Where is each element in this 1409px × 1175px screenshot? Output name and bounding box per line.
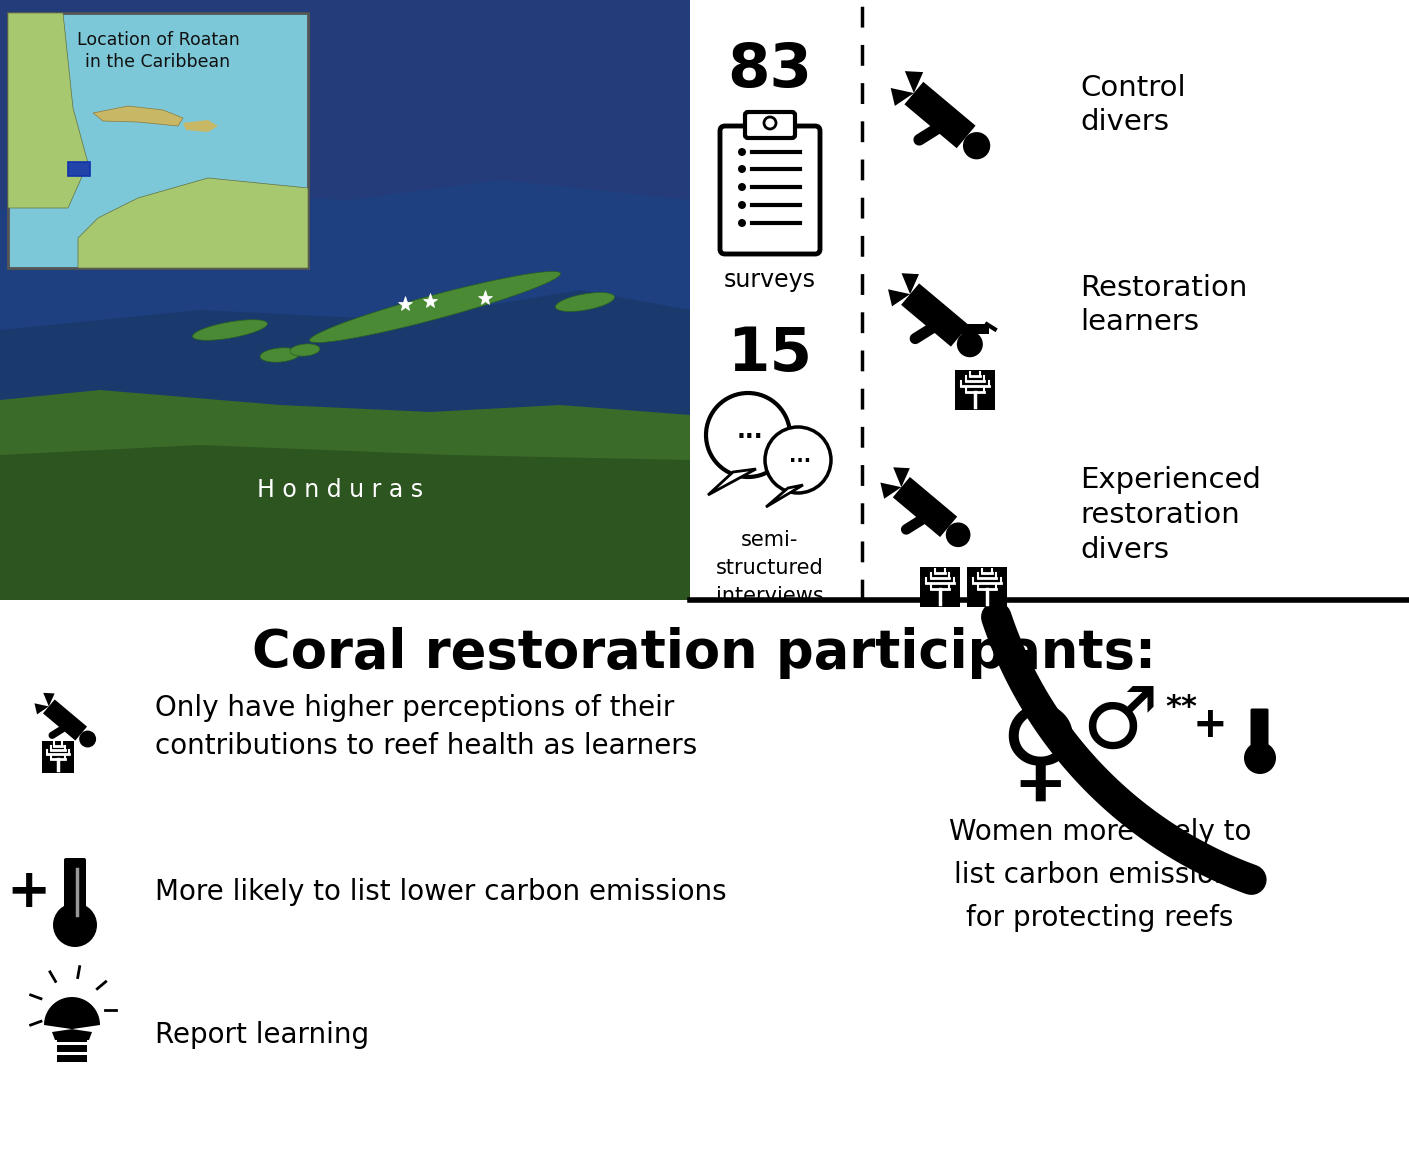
Polygon shape bbox=[0, 0, 690, 330]
Polygon shape bbox=[905, 82, 975, 148]
Polygon shape bbox=[44, 998, 100, 1040]
Text: +: + bbox=[1192, 704, 1227, 746]
Polygon shape bbox=[888, 289, 910, 307]
Polygon shape bbox=[707, 469, 757, 495]
Text: Location of Roatan
in the Caribbean: Location of Roatan in the Caribbean bbox=[76, 31, 240, 72]
Text: semi-
structured
interviews: semi- structured interviews bbox=[716, 530, 824, 606]
Circle shape bbox=[945, 523, 971, 548]
Circle shape bbox=[957, 331, 983, 357]
Polygon shape bbox=[902, 283, 969, 347]
FancyBboxPatch shape bbox=[961, 324, 989, 334]
Polygon shape bbox=[881, 483, 902, 498]
Circle shape bbox=[738, 201, 745, 209]
Polygon shape bbox=[766, 485, 803, 506]
Polygon shape bbox=[42, 699, 87, 740]
Text: +: + bbox=[6, 866, 51, 918]
Polygon shape bbox=[902, 274, 919, 294]
Polygon shape bbox=[890, 88, 914, 106]
Circle shape bbox=[54, 904, 97, 947]
FancyBboxPatch shape bbox=[955, 370, 995, 410]
Circle shape bbox=[738, 183, 745, 192]
FancyBboxPatch shape bbox=[8, 13, 309, 268]
Text: Coral restoration participants:: Coral restoration participants: bbox=[252, 627, 1155, 679]
Circle shape bbox=[738, 148, 745, 156]
Circle shape bbox=[962, 132, 991, 160]
Polygon shape bbox=[193, 320, 268, 341]
Polygon shape bbox=[8, 13, 87, 208]
Circle shape bbox=[765, 427, 831, 494]
Text: ♂: ♂ bbox=[1081, 684, 1158, 766]
Polygon shape bbox=[44, 693, 55, 706]
FancyBboxPatch shape bbox=[967, 568, 1007, 607]
Text: Control
divers: Control divers bbox=[1081, 74, 1185, 136]
FancyBboxPatch shape bbox=[56, 1035, 87, 1042]
Polygon shape bbox=[0, 0, 690, 210]
Text: Women more likely to
list carbon emissions
for protecting reefs: Women more likely to list carbon emissio… bbox=[948, 818, 1251, 933]
Text: ...: ... bbox=[737, 419, 764, 443]
Polygon shape bbox=[290, 344, 320, 356]
Circle shape bbox=[738, 219, 745, 227]
Polygon shape bbox=[893, 477, 957, 537]
Polygon shape bbox=[261, 348, 300, 362]
FancyBboxPatch shape bbox=[42, 741, 75, 773]
Circle shape bbox=[79, 731, 96, 747]
Polygon shape bbox=[893, 468, 910, 488]
Polygon shape bbox=[34, 704, 49, 714]
FancyBboxPatch shape bbox=[745, 112, 795, 137]
Text: **: ** bbox=[1165, 692, 1198, 721]
Circle shape bbox=[738, 165, 745, 173]
Polygon shape bbox=[0, 390, 690, 600]
Polygon shape bbox=[93, 106, 183, 126]
Text: Only have higher perceptions of their
contributions to reef health as learners: Only have higher perceptions of their co… bbox=[155, 694, 697, 760]
Text: ♀: ♀ bbox=[999, 699, 1082, 811]
Polygon shape bbox=[555, 293, 614, 311]
FancyBboxPatch shape bbox=[63, 858, 86, 927]
Polygon shape bbox=[0, 445, 690, 600]
FancyBboxPatch shape bbox=[56, 1045, 87, 1052]
Text: Report learning: Report learning bbox=[155, 1021, 369, 1049]
FancyBboxPatch shape bbox=[720, 126, 820, 254]
Text: surveys: surveys bbox=[724, 268, 816, 293]
Circle shape bbox=[706, 392, 790, 477]
Polygon shape bbox=[905, 72, 923, 93]
Circle shape bbox=[1244, 741, 1277, 774]
Text: 15: 15 bbox=[727, 325, 813, 384]
Text: More likely to list lower carbon emissions: More likely to list lower carbon emissio… bbox=[155, 878, 727, 906]
Text: Restoration
learners: Restoration learners bbox=[1081, 274, 1247, 336]
Text: H o n d u r a s: H o n d u r a s bbox=[256, 478, 423, 502]
FancyBboxPatch shape bbox=[0, 0, 690, 600]
FancyBboxPatch shape bbox=[68, 162, 90, 176]
Polygon shape bbox=[77, 177, 309, 268]
FancyBboxPatch shape bbox=[920, 568, 960, 607]
Text: ...: ... bbox=[789, 448, 812, 466]
Text: 83: 83 bbox=[727, 40, 813, 100]
FancyBboxPatch shape bbox=[56, 1055, 87, 1062]
FancyBboxPatch shape bbox=[1251, 709, 1268, 759]
Polygon shape bbox=[310, 271, 561, 343]
Polygon shape bbox=[183, 120, 218, 132]
Circle shape bbox=[764, 118, 776, 129]
Text: Experienced
restoration
divers: Experienced restoration divers bbox=[1081, 466, 1261, 564]
